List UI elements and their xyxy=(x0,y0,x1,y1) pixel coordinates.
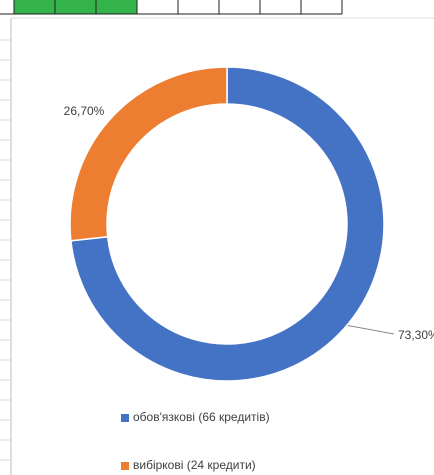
legend-swatch xyxy=(121,414,129,422)
data-label: 26,70% xyxy=(64,104,105,118)
left-rows xyxy=(0,39,11,461)
legend-swatch xyxy=(121,462,129,470)
data-label: 73,30% xyxy=(398,328,434,342)
donut-segment xyxy=(70,66,385,382)
legend-label: вибіркові (24 кредити) xyxy=(133,458,256,472)
donut-segment xyxy=(69,66,228,242)
leader-line xyxy=(344,324,395,335)
legend-label: обов'язкові (66 кредитів) xyxy=(133,410,270,424)
green-cells xyxy=(14,0,137,14)
